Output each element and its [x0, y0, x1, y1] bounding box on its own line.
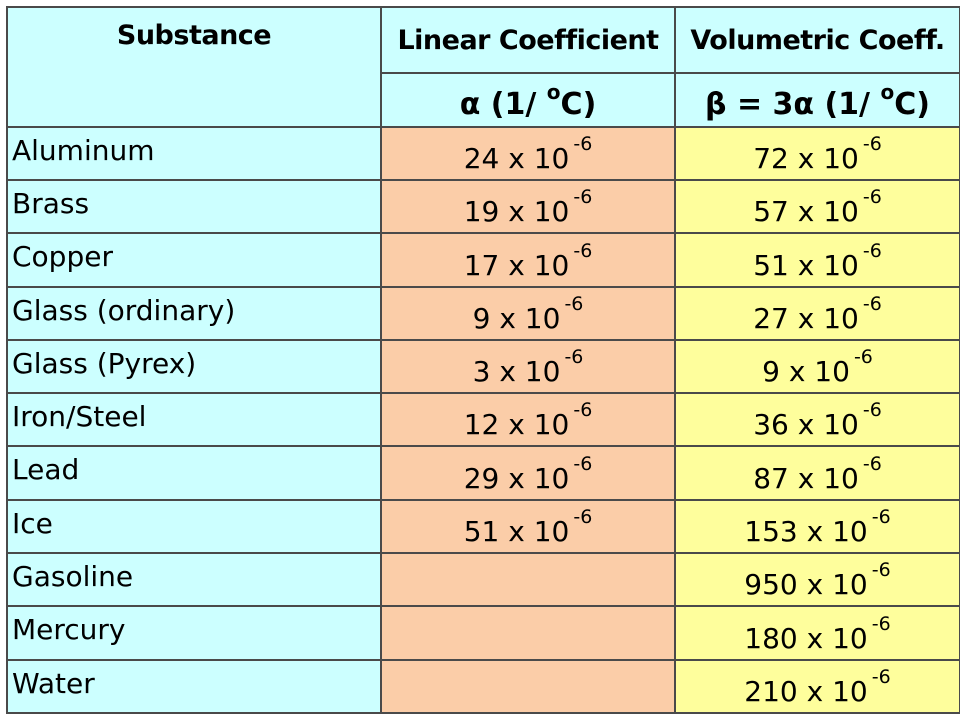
volumetric-coefficient-cell: 9 x 10 -6 [674, 338, 960, 395]
linear-coefficient-cell [380, 552, 676, 608]
linear-coefficient-cell [380, 605, 676, 661]
volumetric-coefficient-cell: 36 x 10 -6 [674, 392, 960, 448]
volumetric-exponent: -6 [871, 559, 891, 582]
substance-cell: Gasoline [6, 552, 382, 608]
linear-exponent: -6 [564, 346, 584, 369]
volumetric-coefficient-cell: 180 x 10 -6 [674, 605, 960, 661]
linear-value: 19 x 10 [463, 195, 570, 229]
alpha-symbol: α [459, 86, 481, 122]
table-row: Water 210 x 10 -6 [6, 658, 960, 715]
volumetric-exponent: -6 [871, 506, 891, 529]
volumetric-coefficient-cell: 51 x 10 -6 [674, 232, 960, 288]
volumetric-value: 57 x 10 [753, 195, 859, 229]
table-row: Aluminum 24 x 10 -6 72 x 10 -6 [6, 125, 960, 181]
linear-value: 3 x 10 [472, 355, 561, 389]
volumetric-value: 87 x 10 [753, 461, 859, 495]
volumetric-exponent: -6 [871, 666, 891, 688]
degree-sign: o [546, 79, 561, 104]
volumetric-exponent: -6 [862, 132, 882, 155]
substance-cell: Brass [6, 178, 382, 235]
linear-coefficient-cell: 51 x 10 -6 [380, 498, 676, 555]
substance-cell: Ice [6, 498, 382, 555]
linear-unit-text: (1/ [490, 86, 547, 122]
linear-coefficient-cell: 9 x 10 -6 [380, 285, 676, 341]
linear-exponent: -6 [564, 292, 584, 315]
volumetric-exponent: -6 [862, 452, 882, 475]
linear-coefficient-header: Linear Coefficient [380, 5, 676, 75]
volumetric-coefficient-cell: 72 x 10 -6 [674, 125, 960, 181]
table-row: Lead 29 x 10 -6 87 x 10 -6 [6, 445, 960, 501]
celsius-text: C) [894, 86, 930, 122]
substance-cell: Iron/Steel [6, 392, 382, 448]
volumetric-coefficient-cell: 57 x 10 -6 [674, 178, 960, 235]
substance-cell: Glass (ordinary) [6, 285, 382, 341]
linear-coefficient-cell: 12 x 10 -6 [380, 392, 676, 448]
header-row: Substance Linear Coefficient Volumetric … [6, 5, 960, 128]
linear-exponent: -6 [573, 506, 593, 529]
volumetric-value: 72 x 10 [753, 141, 859, 175]
volumetric-exponent: -6 [862, 292, 882, 315]
table-row: Brass 19 x 10 -6 57 x 10 -6 [6, 178, 960, 235]
beta-formula: β = 3α [705, 86, 815, 122]
volumetric-coefficient-cell: 950 x 10 -6 [674, 552, 960, 608]
table-row: Iron/Steel 12 x 10 -6 36 x 10 -6 [6, 392, 960, 448]
substance-header: Substance [6, 6, 382, 128]
linear-coefficient-cell: 17 x 10 -6 [380, 232, 676, 288]
linear-value: 17 x 10 [463, 248, 570, 282]
celsius-text: C) [560, 86, 597, 122]
table-row: Copper 17 x 10 -6 51 x 10 -6 [6, 232, 960, 288]
linear-coefficient-cell: 3 x 10 -6 [380, 338, 676, 395]
substance-cell: Water [6, 658, 382, 715]
table-row: Glass (Pyrex) 3 x 10 -6 9 x 10 -6 [6, 338, 960, 395]
volumetric-value: 9 x 10 [762, 355, 850, 389]
volumetric-exponent: -6 [862, 399, 882, 422]
unit-row: α (1/ oC) β = 3α (1/ oC) [7, 72, 960, 128]
linear-coefficient-cell: 29 x 10 -6 [380, 445, 676, 501]
volumetric-coefficient-cell: 87 x 10 -6 [674, 445, 960, 501]
substance-cell: Aluminum [6, 125, 382, 181]
volumetric-value: 36 x 10 [753, 408, 859, 442]
linear-exponent: -6 [573, 239, 593, 262]
linear-value: 9 x 10 [472, 301, 561, 335]
volumetric-exponent: -6 [862, 186, 882, 209]
linear-exponent: -6 [573, 399, 593, 422]
volumetric-value: 27 x 10 [753, 301, 859, 335]
substance-cell: Lead [6, 445, 382, 501]
volumetric-value: 51 x 10 [753, 248, 859, 282]
volumetric-exponent: -6 [862, 239, 882, 262]
linear-exponent: -6 [573, 452, 593, 475]
volumetric-coefficient-cell: 210 x 10 -6 [674, 658, 960, 715]
volumetric-value: 950 x 10 [744, 568, 868, 602]
linear-exponent: -6 [573, 186, 593, 209]
volumetric-value: 153 x 10 [744, 515, 868, 549]
linear-coefficient-cell: 19 x 10 -6 [380, 178, 676, 235]
table-body: Substance Linear Coefficient Volumetric … [6, 5, 960, 715]
table-row: Mercury 180 x 10 -6 [6, 605, 960, 661]
volumetric-unit-text: (1/ [824, 86, 881, 122]
linear-exponent: -6 [573, 132, 593, 155]
volumetric-value: 210 x 10 [744, 675, 868, 708]
substance-cell: Copper [6, 232, 382, 288]
linear-value: 29 x 10 [463, 461, 570, 495]
volumetric-value: 180 x 10 [744, 621, 868, 655]
volumetric-exponent: -6 [853, 346, 873, 369]
linear-value: 51 x 10 [463, 515, 570, 549]
linear-unit-header: α (1/ oC) [380, 72, 676, 128]
expansion-coefficients-table: Substance Linear Coefficient Volumetric … [6, 5, 960, 715]
linear-value: 12 x 10 [463, 408, 570, 442]
volumetric-unit-header: β = 3α (1/ oC) [674, 72, 960, 128]
volumetric-coefficient-cell: 153 x 10 -6 [674, 498, 960, 555]
linear-coefficient-cell [380, 658, 676, 715]
degree-sign: o [880, 79, 895, 104]
volumetric-coefficient-header: Volumetric Coeff. [674, 5, 960, 75]
volumetric-coefficient-cell: 27 x 10 -6 [674, 285, 960, 341]
substance-cell: Mercury [6, 605, 382, 661]
table-row: Glass (ordinary) 9 x 10 -6 27 x 10 -6 [6, 285, 960, 341]
linear-value: 24 x 10 [463, 141, 570, 175]
table-row: Ice 51 x 10 -6 153 x 10 -6 [6, 498, 960, 555]
table-row: Gasoline 950 x 10 -6 [6, 552, 960, 608]
substance-cell: Glass (Pyrex) [6, 338, 382, 395]
linear-coefficient-cell: 24 x 10 -6 [380, 125, 676, 181]
volumetric-exponent: -6 [871, 612, 891, 635]
